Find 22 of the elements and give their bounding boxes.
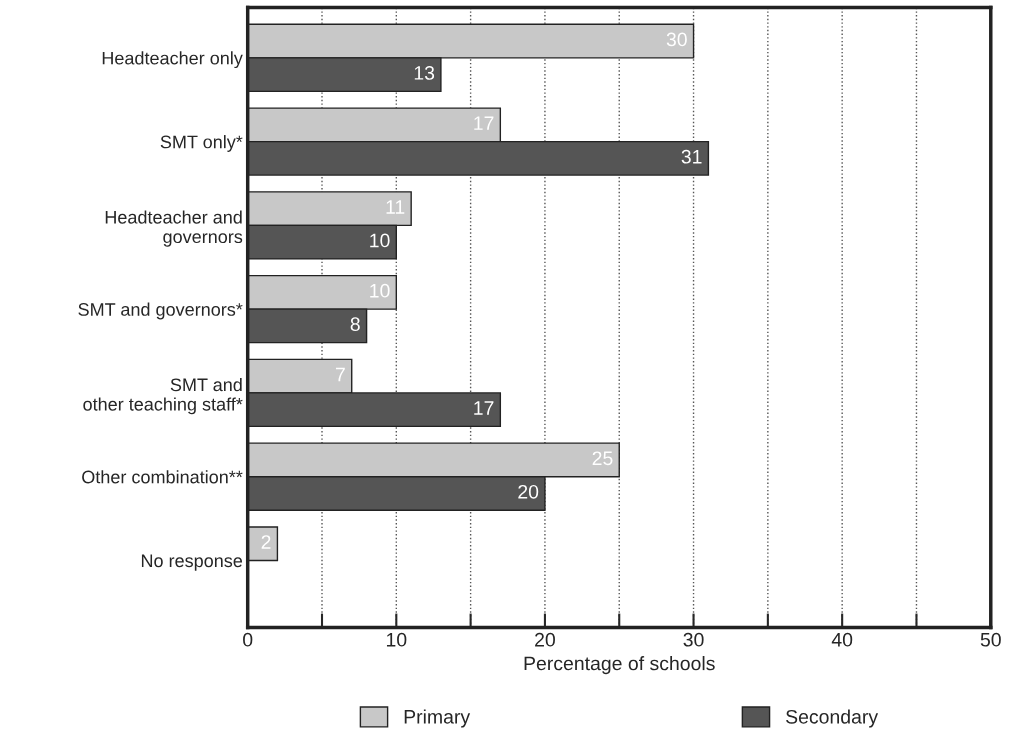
x-tick-label: 30 — [683, 632, 704, 647]
data-label: 17 — [474, 401, 494, 415]
legend-label: Secondary — [786, 709, 879, 728]
data-label: 20 — [518, 484, 539, 499]
y-tick-label: Other combination** — [82, 470, 243, 484]
y-tick-label: SMT and governors* — [78, 302, 243, 320]
x-tick-label: 20 — [535, 632, 555, 647]
data-label: 8 — [350, 317, 360, 332]
data-label: 10 — [370, 233, 390, 248]
y-tick-label: No response — [141, 554, 243, 571]
data-label: 13 — [414, 66, 435, 80]
y-tick-label: SMT only* — [160, 135, 243, 152]
y-tick-label: Headteacher and governors — [105, 210, 243, 247]
x-tick-label: 0 — [243, 632, 253, 647]
x-axis-title: Percentage of schools — [524, 656, 715, 675]
y-tick-label: Headteacher only — [102, 51, 243, 69]
x-tick-label: 10 — [386, 632, 407, 647]
x-tick-label: 50 — [980, 632, 1001, 647]
legend-label: Primary — [404, 709, 471, 728]
y-tick-label: SMT and other teaching staff* — [83, 377, 243, 415]
x-tick-label: 40 — [831, 632, 853, 647]
data-label: 31 — [681, 149, 702, 164]
